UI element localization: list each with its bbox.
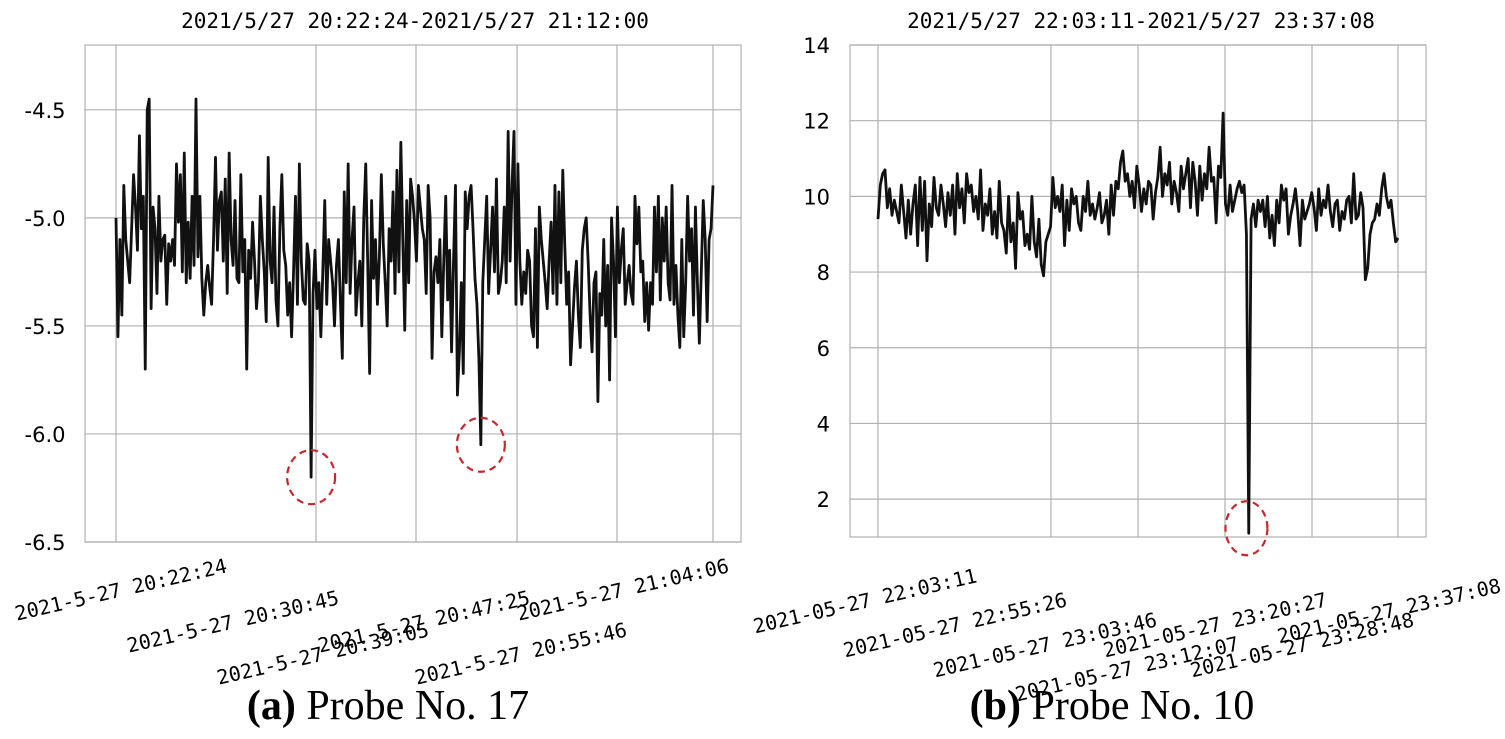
chart-b-ytick-label: 14 bbox=[803, 34, 830, 58]
chart-a-caption: (a) Probe No. 17 bbox=[247, 683, 529, 729]
chart-a-caption-label: (a) bbox=[247, 683, 296, 729]
chart-a-ytick-label: -6.5 bbox=[25, 531, 66, 555]
chart-b-ytick-label: 6 bbox=[817, 337, 830, 361]
chart-panel-b: 2021/5/27 22:03:11-2021/5/27 23:37:08 14… bbox=[751, 9, 1503, 729]
chart-b-caption: (b) Probe No. 10 bbox=[970, 683, 1255, 729]
chart-b-ytick-label: 12 bbox=[803, 110, 830, 134]
chart-panel-a: 2021/5/27 20:22:24-2021/5/27 21:12:00 -4… bbox=[13, 9, 742, 729]
chart-b-ytick-label: 2 bbox=[817, 488, 830, 512]
chart-b-ytick-label: 4 bbox=[817, 412, 830, 436]
chart-a-title: 2021/5/27 20:22:24-2021/5/27 21:12:00 bbox=[181, 9, 649, 33]
chart-b-series-line bbox=[876, 111, 1400, 535]
chart-a-xtick-label: 2021-5-27 20:22:24 bbox=[13, 553, 230, 625]
chart-a-caption-text: Probe No. 17 bbox=[296, 683, 529, 729]
chart-a-series-line bbox=[114, 97, 715, 479]
chart-a-ytick-label: -6.0 bbox=[25, 423, 66, 447]
chart-a-ytick-label: -4.5 bbox=[25, 99, 66, 123]
chart-a-xtick-label: 2021-5-27 21:04:06 bbox=[515, 553, 732, 625]
chart-a-anomaly-highlight bbox=[285, 449, 337, 506]
chart-b-caption-label: (b) bbox=[970, 683, 1021, 729]
chart-a-anomaly-highlight bbox=[455, 416, 506, 473]
chart-a-ytick-label: -5.5 bbox=[25, 315, 66, 339]
chart-b-caption-text: Probe No. 10 bbox=[1021, 683, 1254, 729]
chart-a-ytick-label: -5.0 bbox=[25, 207, 66, 231]
chart-b-ytick-label: 8 bbox=[817, 261, 830, 285]
chart-b-ytick-label: 10 bbox=[803, 185, 830, 209]
chart-b-anomaly-highlight bbox=[1224, 500, 1269, 557]
chart-b-title: 2021/5/27 22:03:11-2021/5/27 23:37:08 bbox=[907, 9, 1375, 33]
